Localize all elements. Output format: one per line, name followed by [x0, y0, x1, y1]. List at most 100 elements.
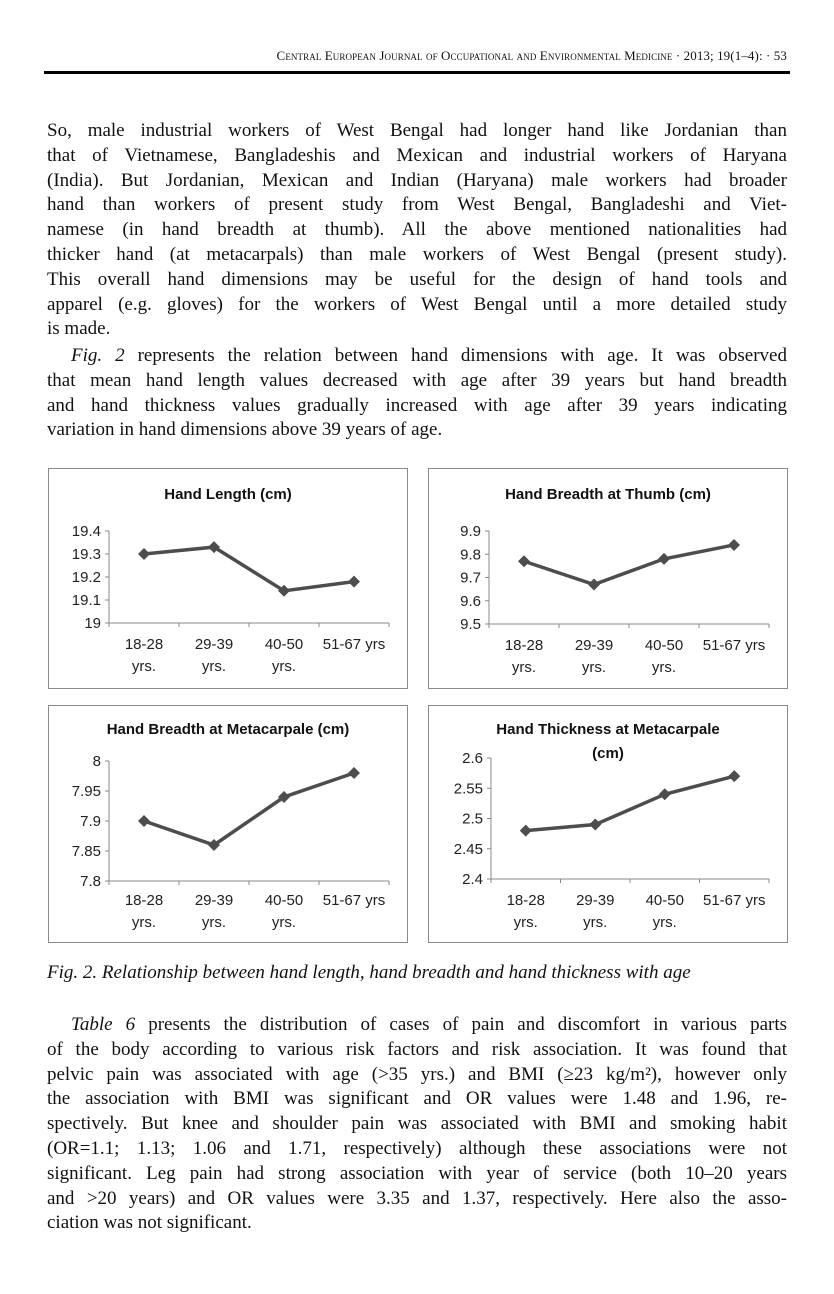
paragraph-line: and hand thickness values gradually incr… [47, 394, 787, 416]
y-tick-label: 7.85 [72, 843, 101, 860]
x-tick-label: 18-28 [507, 892, 545, 909]
paragraph-line: apparel (e.g. gloves) for the workers of… [47, 293, 787, 315]
data-point-marker [138, 815, 150, 827]
paragraph-line: is made. [47, 318, 111, 340]
paragraph-line: spectively. But knee and shoulder pain w… [47, 1113, 787, 1135]
y-tick-label: 8 [93, 753, 101, 770]
x-tick-label-line2: yrs. [132, 658, 156, 675]
figure-reference: Fig. 2 [71, 345, 125, 366]
y-tick-label: 19.2 [72, 569, 101, 586]
running-header: Central European Journal of Occupational… [276, 48, 787, 63]
x-tick-label: 29-39 [195, 892, 233, 909]
x-tick-label: 51-67 yrs [323, 892, 386, 909]
paragraph-line: Fig. 2 represents the relation between h… [47, 344, 787, 369]
data-point-marker [519, 824, 532, 837]
y-tick-label: 7.8 [80, 873, 101, 890]
data-point-marker [278, 584, 290, 597]
y-tick-label: 9.8 [460, 546, 481, 563]
data-point-marker [728, 538, 740, 551]
paragraph-line: that of Vietnamese, Bangladeshis and Mex… [47, 144, 787, 166]
chart-title-line2: (cm) [592, 745, 624, 762]
y-tick-label: 2.5 [462, 811, 483, 828]
x-tick-label-line2: yrs. [202, 658, 226, 675]
paragraph-line: pelvic pain was associated with age (>35… [47, 1063, 787, 1085]
x-tick-label-line2: yrs. [582, 659, 606, 676]
paragraph-2: Fig. 2 represents the relation between h… [47, 344, 787, 443]
x-tick-label-line2: yrs. [272, 914, 296, 931]
x-tick-label: 40-50 [646, 892, 684, 909]
paragraph-line: the association with BMI was significant… [47, 1088, 787, 1110]
data-point-marker [278, 791, 290, 803]
paragraph-line: variation in hand dimensions above 39 ye… [47, 419, 443, 441]
paragraph-1: So, male industrial workers of West Beng… [47, 119, 787, 342]
x-tick-label: 29-39 [576, 892, 614, 909]
y-tick-label: 9.5 [460, 616, 481, 633]
paragraph-line: thicker hand (at metacarpals) than male … [47, 243, 787, 265]
paragraph-line: Table 6 presents the distribution of cas… [47, 1013, 787, 1038]
x-tick-label-line2: yrs. [132, 914, 156, 931]
data-point-marker [658, 788, 671, 801]
paragraph-line: (OR=1.1; 1.13; 1.06 and 1.71, respective… [47, 1137, 787, 1159]
x-tick-label-line2: yrs. [652, 659, 676, 676]
data-point-marker [589, 818, 602, 831]
x-tick-label: 29-39 [575, 637, 613, 654]
text: represents the relation between hand dim… [124, 345, 787, 366]
chart-hand-breadth-thumb: Hand Breadth at Thumb (cm) 9.5 9.6 9.7 9.8 9.… [428, 468, 788, 689]
x-tick-label-line2: yrs. [583, 914, 607, 931]
x-tick-label: 18-28 [505, 637, 543, 654]
series-line [143, 771, 355, 847]
paragraph-line: hand than workers of present study from … [47, 194, 787, 216]
paragraph-line: that mean hand length values decreased w… [47, 369, 787, 391]
paragraph-line: This overall hand dimensions may be usef… [47, 268, 787, 290]
paragraph-line: significant. Leg pain had strong associa… [47, 1162, 787, 1184]
paragraph-line: of the body according to various risk fa… [47, 1038, 787, 1060]
x-tick-label: 18-28 [125, 636, 163, 653]
x-tick-label: 18-28 [125, 892, 163, 909]
data-point-marker [588, 578, 600, 591]
paragraph-line: (India). But Jordanian, Mexican and Indi… [47, 169, 787, 191]
x-tick-label: 40-50 [265, 892, 303, 909]
x-tick-label-line2: yrs. [202, 914, 226, 931]
data-point-marker [658, 552, 670, 565]
series-line [525, 774, 735, 833]
data-point-marker [728, 770, 741, 783]
series-line [523, 543, 735, 587]
data-point-marker [138, 548, 150, 560]
y-tick-label: 19.4 [72, 523, 101, 540]
chart-hand-length: Hand Length (cm) 19 19.1 19.2 19.3 19.4 18-28 y… [48, 468, 408, 689]
chart-title: Hand Breadth at Metacarpale (cm) [107, 721, 350, 738]
x-tick-label: 40-50 [265, 636, 303, 653]
y-tick-label: 2.4 [462, 871, 483, 888]
data-point-marker [518, 555, 530, 568]
data-point-marker [348, 575, 360, 588]
x-tick-label: 40-50 [645, 637, 683, 654]
x-tick-label-line2: yrs. [653, 914, 677, 931]
text: presents the distribution of cases of pa… [135, 1014, 787, 1035]
y-tick-label: 7.9 [80, 813, 101, 830]
chart-hand-thickness-metacarpale: Hand Thickness at Metacarpale (cm) 2.4 2.45… [428, 705, 788, 943]
y-tick-label: 2.6 [462, 750, 483, 767]
x-tick-label-line2: yrs. [272, 658, 296, 675]
x-tick-label-line2: yrs. [512, 659, 536, 676]
series-line [143, 545, 355, 593]
y-tick-label: 7.95 [72, 783, 101, 800]
chart-title: Hand Length (cm) [164, 486, 292, 503]
y-tick-label: 19.1 [72, 592, 101, 609]
paragraph-line: So, male industrial workers of West Beng… [47, 120, 787, 141]
y-tick-label: 9.9 [460, 523, 481, 540]
paragraph-line: namese (in hand breadth at thumb). All t… [47, 219, 787, 241]
paragraph-3: Table 6 presents the distribution of cas… [47, 1013, 787, 1236]
x-tick-label: 51-67 yrs [703, 637, 766, 654]
chart-title: Hand Breadth at Thumb (cm) [505, 486, 711, 503]
table-reference: Table 6 [71, 1014, 136, 1035]
x-tick-label-line2: yrs. [514, 914, 538, 931]
y-tick-label: 19.3 [72, 546, 101, 563]
paragraph-line: and >20 years) and OR values were 3.35 a… [47, 1187, 787, 1209]
y-tick-label: 9.6 [460, 593, 481, 610]
data-point-marker [208, 839, 220, 851]
y-tick-label: 19 [84, 615, 101, 632]
header-rule [44, 71, 790, 74]
paragraph-line: ciation was not significant. [47, 1212, 252, 1234]
y-tick-label: 9.7 [460, 570, 481, 587]
